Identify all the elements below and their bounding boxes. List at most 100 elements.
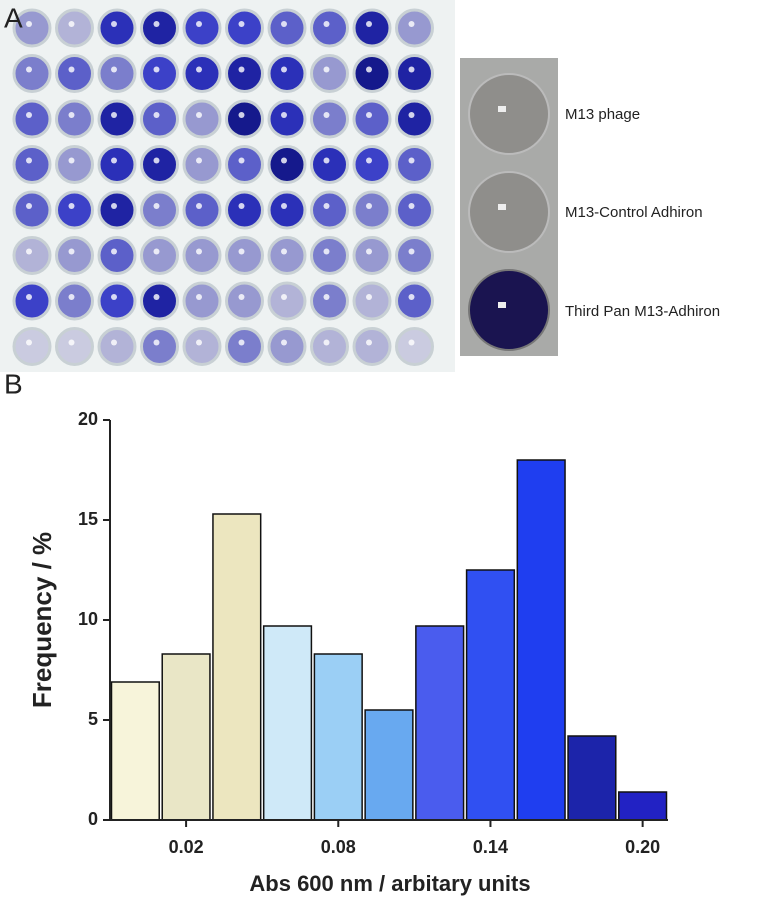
well-highlight	[26, 248, 32, 255]
y-tick-label: 20	[78, 409, 98, 429]
well-highlight	[408, 66, 415, 73]
well-highlight	[408, 294, 415, 300]
well-highlight	[68, 339, 75, 346]
well	[225, 236, 264, 275]
well-highlight	[281, 294, 287, 300]
well	[12, 190, 52, 230]
well-highlight	[111, 248, 117, 255]
x-tick-label: 0.20	[625, 837, 660, 857]
well-highlight	[111, 157, 117, 164]
well-label: M13 phage	[565, 106, 640, 123]
well	[140, 236, 179, 275]
well-highlight	[68, 157, 75, 164]
well-highlight	[196, 294, 202, 300]
well-highlight	[323, 248, 330, 255]
well	[55, 99, 94, 139]
well	[395, 99, 434, 139]
well	[395, 327, 434, 366]
well-highlight	[153, 157, 160, 164]
well	[55, 236, 94, 275]
x-tick-label: 0.14	[473, 837, 508, 857]
x-axis-title: Abs 600 nm / arbitary units	[249, 871, 530, 896]
bar	[212, 513, 262, 821]
well-highlight	[111, 203, 117, 209]
well-highlight	[408, 248, 415, 255]
well	[12, 236, 52, 275]
well	[182, 99, 222, 139]
well	[140, 327, 179, 366]
well	[55, 54, 94, 93]
well	[352, 54, 392, 93]
well	[12, 327, 52, 366]
well	[352, 145, 392, 184]
well	[182, 327, 222, 366]
well	[310, 327, 349, 366]
chart: 0 5 10 15 20 0.02 0.08 0.14 0.20	[78, 409, 668, 857]
well-highlight	[323, 112, 330, 118]
well	[267, 145, 307, 184]
well	[310, 145, 349, 184]
well	[468, 73, 550, 155]
well-highlight	[26, 157, 32, 164]
well-highlight	[238, 66, 245, 73]
well-highlight	[111, 339, 117, 346]
well-label: Third Pan M13-Adhiron	[565, 303, 720, 320]
well-highlight	[26, 339, 32, 346]
well-highlight	[196, 21, 202, 27]
well	[267, 281, 307, 321]
well	[395, 145, 434, 184]
well-highlight	[281, 157, 287, 164]
well-highlight	[408, 203, 415, 209]
well	[225, 190, 264, 230]
well-highlight	[366, 248, 372, 255]
well-highlight	[68, 248, 75, 255]
well	[395, 8, 434, 48]
y-tick-label: 0	[88, 809, 98, 829]
well	[55, 8, 94, 48]
well	[267, 327, 307, 366]
well-highlight	[153, 294, 160, 300]
well-highlight	[153, 66, 160, 73]
y-tick-label: 15	[78, 509, 98, 529]
well-highlight	[196, 157, 202, 164]
well	[12, 145, 52, 184]
well	[182, 190, 222, 230]
bar	[364, 709, 414, 821]
well	[225, 281, 264, 321]
well	[182, 281, 222, 321]
x-tick-label: 0.08	[321, 837, 356, 857]
well	[225, 99, 264, 139]
well	[352, 99, 392, 139]
panel-label: A	[4, 2, 23, 33]
well-highlight	[153, 112, 160, 118]
well	[225, 145, 264, 184]
well	[267, 236, 307, 275]
well-highlight	[408, 339, 415, 346]
y-axis-title: Frequency / %	[27, 532, 57, 708]
well-highlight	[323, 294, 330, 300]
highlight	[498, 106, 506, 112]
x-tick-label: 0.02	[169, 837, 204, 857]
well	[395, 236, 434, 275]
well	[310, 281, 349, 321]
well	[225, 8, 264, 48]
well-highlight	[323, 66, 330, 73]
well	[140, 54, 179, 93]
well-highlight	[111, 21, 117, 27]
well-highlight	[111, 294, 117, 300]
well-highlight	[366, 157, 372, 164]
well-highlight	[68, 66, 75, 73]
well-highlight	[26, 21, 32, 27]
well-highlight	[323, 339, 330, 346]
well-highlight	[323, 157, 330, 164]
well-highlight	[26, 203, 32, 209]
bar	[110, 681, 160, 821]
well-highlight	[323, 203, 330, 209]
well	[55, 281, 94, 321]
well-highlight	[68, 294, 75, 300]
panel-label: B	[4, 368, 23, 399]
well-highlight	[238, 248, 245, 255]
highlight	[498, 302, 506, 308]
well-highlight	[281, 248, 287, 255]
well	[182, 145, 222, 184]
